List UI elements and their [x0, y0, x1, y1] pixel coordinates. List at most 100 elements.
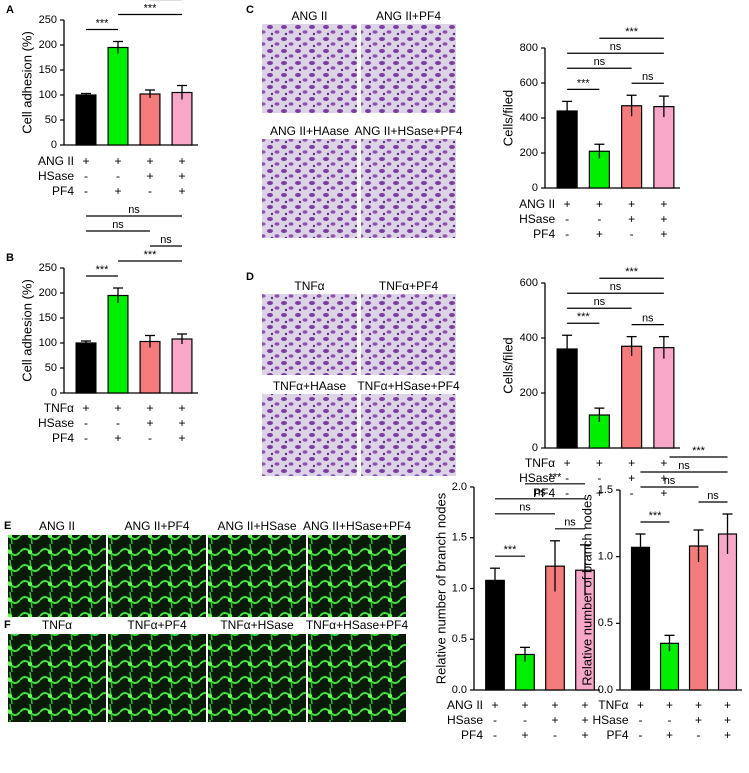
- condition-sign: -: [565, 227, 569, 241]
- condition-sign: +: [581, 728, 588, 742]
- image-caption: TNFα+HSase+PF4: [357, 379, 460, 393]
- condition-name: ANG II: [447, 698, 483, 712]
- bar: [171, 91, 193, 146]
- significance-label: ns: [610, 281, 622, 293]
- panel-label: A: [6, 4, 14, 16]
- condition-sign: +: [521, 728, 528, 742]
- micrograph: [361, 24, 456, 113]
- condition-sign: +: [724, 698, 731, 712]
- y-tick-label: 0: [532, 182, 538, 194]
- image-caption: TNFα+HAase: [273, 379, 347, 393]
- image-caption: TNFα: [294, 279, 324, 293]
- condition-sign: -: [697, 728, 701, 742]
- image-caption: ANG II+HSase: [217, 519, 296, 533]
- significance-label: ***: [692, 445, 706, 457]
- condition-sign: -: [639, 728, 643, 742]
- y-tick-label: 100: [39, 89, 57, 101]
- panel-label: C: [246, 4, 254, 16]
- condition-name: TNFα: [525, 456, 555, 470]
- condition-sign: -: [639, 713, 643, 727]
- bar: [139, 340, 161, 394]
- y-tick-label: 50: [45, 114, 57, 126]
- condition-sign: +: [146, 169, 153, 183]
- y-tick-label: 600: [520, 77, 538, 89]
- micrograph: [361, 139, 456, 238]
- condition-sign: +: [551, 713, 558, 727]
- condition-sign: +: [178, 169, 185, 183]
- condition-sign: +: [146, 401, 153, 415]
- micrograph: [308, 535, 406, 617]
- condition-sign: +: [695, 698, 702, 712]
- condition-sign: -: [84, 431, 88, 445]
- image-caption: TNFα+PF4: [379, 279, 439, 293]
- condition-name: PF4: [52, 184, 74, 198]
- condition-name: HSase: [519, 212, 555, 226]
- y-tick-label: 600: [520, 277, 538, 289]
- significance-label: ns: [519, 502, 531, 514]
- condition-sign: -: [565, 471, 569, 485]
- y-tick-label: 400: [520, 112, 538, 124]
- condition-sign: +: [666, 728, 673, 742]
- condition-sign: +: [178, 184, 185, 198]
- condition-sign: +: [660, 197, 667, 211]
- y-tick-label: 1.0: [452, 582, 467, 594]
- condition-sign: +: [146, 154, 153, 168]
- y-axis-label: Cells/filed: [500, 337, 515, 393]
- significance-label: ns: [642, 313, 654, 325]
- bar: [556, 110, 578, 189]
- bar: [107, 294, 129, 394]
- condition-name: HSase: [592, 713, 628, 727]
- micrograph: [262, 24, 357, 113]
- condition-sign: +: [114, 154, 121, 168]
- micrograph: [262, 394, 357, 476]
- bar: [653, 106, 675, 189]
- y-tick-label: 0: [51, 139, 57, 151]
- condition-name: PF4: [606, 728, 628, 742]
- image-caption: ANG II+HSase+PF4: [354, 124, 462, 138]
- y-tick-label: 800: [520, 42, 538, 54]
- condition-sign: +: [564, 456, 571, 470]
- significance-label: ns: [664, 475, 676, 487]
- y-axis-label: Relative number of branch nodes: [433, 492, 448, 684]
- y-axis-label: Cells/filed: [500, 90, 515, 146]
- micrograph: [8, 535, 106, 617]
- y-tick-label: 100: [39, 337, 57, 349]
- significance-label: ns: [112, 219, 124, 231]
- condition-sign: -: [630, 227, 634, 241]
- significance-label: ***: [144, 249, 158, 261]
- micrograph: [108, 535, 206, 617]
- condition-sign: +: [178, 431, 185, 445]
- bar: [621, 105, 643, 189]
- y-tick-label: 1.0: [598, 551, 613, 563]
- y-axis-label: Cell adhesion (%): [19, 31, 34, 134]
- y-tick-label: 200: [520, 147, 538, 159]
- condition-sign: +: [660, 486, 667, 500]
- condition-name: PF4: [461, 728, 483, 742]
- condition-name: ANG II: [519, 197, 555, 211]
- bar: [107, 46, 129, 146]
- significance-label: ns: [610, 41, 622, 53]
- y-axis-label: Cell adhesion (%): [19, 279, 34, 382]
- y-tick-label: 0.5: [598, 617, 613, 629]
- condition-sign: -: [116, 169, 120, 183]
- condition-sign: +: [660, 212, 667, 226]
- condition-sign: +: [724, 728, 731, 742]
- condition-sign: -: [84, 184, 88, 198]
- y-axis-label: Relative number of branch nodes: [579, 494, 594, 686]
- bar: [653, 347, 675, 449]
- bar: [556, 348, 578, 449]
- condition-name: PF4: [52, 431, 74, 445]
- image-caption: TNFα: [42, 618, 72, 632]
- condition-sign: -: [84, 416, 88, 430]
- condition-sign: +: [724, 713, 731, 727]
- condition-sign: -: [116, 416, 120, 430]
- y-tick-label: 150: [39, 312, 57, 324]
- y-tick-label: 250: [39, 14, 57, 26]
- condition-name: HSase: [38, 416, 74, 430]
- significance-label: ***: [625, 26, 639, 38]
- significance-label: ***: [144, 2, 158, 14]
- significance-label: ns: [564, 517, 576, 529]
- condition-name: HSase: [447, 713, 483, 727]
- y-tick-label: 200: [39, 39, 57, 51]
